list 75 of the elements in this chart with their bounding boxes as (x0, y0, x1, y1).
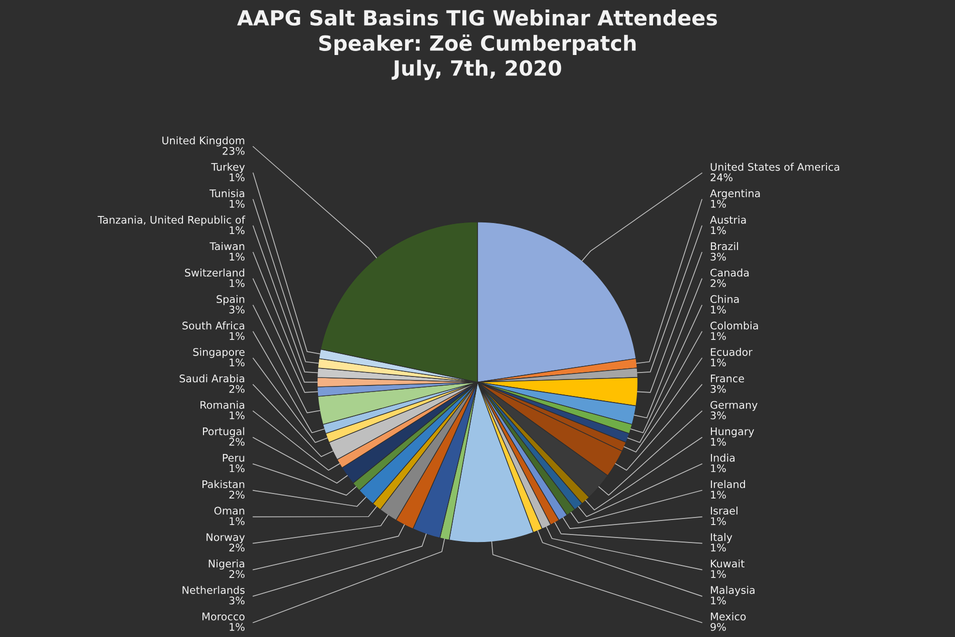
slice-label: Spain (216, 294, 244, 306)
data-label: 1% (230, 464, 245, 472)
slice-label: India (710, 454, 735, 462)
slice-label: Brazil (710, 242, 738, 250)
slice-label: Oman (214, 506, 244, 515)
data-label: 1% (711, 438, 726, 446)
data-label: 1% (711, 490, 726, 499)
slice-label: Romania (200, 400, 244, 409)
data-label: 2% (229, 544, 245, 552)
data-label: 3% (229, 596, 245, 604)
data-label: 2% (229, 490, 245, 499)
chart-title: AAPG Salt Basins TIG Webinar Attendees Speaker: Zoë Cumberpatch July, 7th, 2020 (237, 10, 717, 80)
slice-label: South Africa (182, 321, 244, 330)
data-label: 3% (710, 384, 726, 393)
data-label: 3% (229, 306, 245, 314)
slice-label: Ecuador (710, 348, 752, 356)
slice-label: Saudi Arabia (180, 374, 244, 382)
slice-label: Israel (710, 506, 738, 515)
data-label: 1% (230, 411, 245, 420)
data-label: 9% (710, 623, 726, 631)
data-label: 2% (229, 384, 245, 393)
data-label: 3% (710, 252, 726, 261)
data-label: 1% (230, 358, 245, 366)
data-label: 1% (711, 306, 726, 314)
slice-label: Singapore (193, 348, 245, 358)
data-label: 1% (230, 173, 245, 182)
slice-label: Tanzania, United Republic of (98, 216, 246, 226)
slice-label: Netherlands (182, 586, 245, 594)
slice-label: Nigeria (208, 559, 244, 570)
slice-label: United Kingdom (162, 136, 244, 146)
slice-label: Canada (710, 268, 749, 277)
slice-label: United States of America (710, 162, 840, 171)
data-label: 1% (230, 517, 245, 526)
slice-label: Peru (222, 454, 244, 462)
slice-label: Taiwan (210, 242, 244, 250)
data-label: 1% (230, 332, 245, 340)
data-label: 1% (711, 517, 726, 526)
data-label: 2% (229, 570, 245, 578)
slice-label: Kuwait (710, 559, 744, 568)
data-label: 1% (711, 570, 726, 578)
data-label: 1% (230, 252, 245, 261)
data-label: 1% (711, 332, 726, 340)
slice-label: Norway (206, 533, 245, 544)
data-label: 3% (710, 411, 726, 420)
slice-label: Italy (710, 533, 732, 544)
data-label: 1% (711, 464, 726, 472)
slice-label: France (710, 374, 744, 382)
data-label: 2% (710, 279, 726, 288)
slice-label: Austria (710, 216, 746, 224)
data-label: 1% (711, 544, 726, 552)
data-label: 1% (230, 226, 245, 234)
slice-label: Pakistan (202, 480, 244, 488)
data-label: 1% (711, 358, 726, 366)
data-label: 1% (711, 596, 726, 604)
data-label: 1% (711, 200, 726, 208)
slice-label: Mexico (710, 612, 746, 620)
slice-label: Turkey (211, 162, 245, 173)
slice-label: Tunisia (209, 189, 244, 198)
data-label: 2% (229, 438, 245, 446)
slice-label: Argentina (710, 189, 760, 200)
slice-label: Colombia (710, 321, 758, 330)
slice-label: China (710, 294, 739, 304)
slice-label: Hungary (710, 428, 754, 438)
slice-label: Portugal (202, 427, 244, 438)
data-label: 1% (230, 279, 245, 288)
data-label: 1% (711, 226, 726, 234)
data-label: 1% (230, 623, 245, 631)
data-label: 24% (710, 173, 732, 182)
slice-label: Morocco (202, 612, 245, 620)
slice-label: Germany (710, 400, 758, 411)
slice-label: Ireland (710, 480, 745, 488)
data-label: 23% (222, 146, 245, 155)
slice-label: Switzerland (185, 268, 244, 277)
data-label: 1% (230, 200, 245, 208)
slice-label: Malaysia (710, 586, 754, 596)
